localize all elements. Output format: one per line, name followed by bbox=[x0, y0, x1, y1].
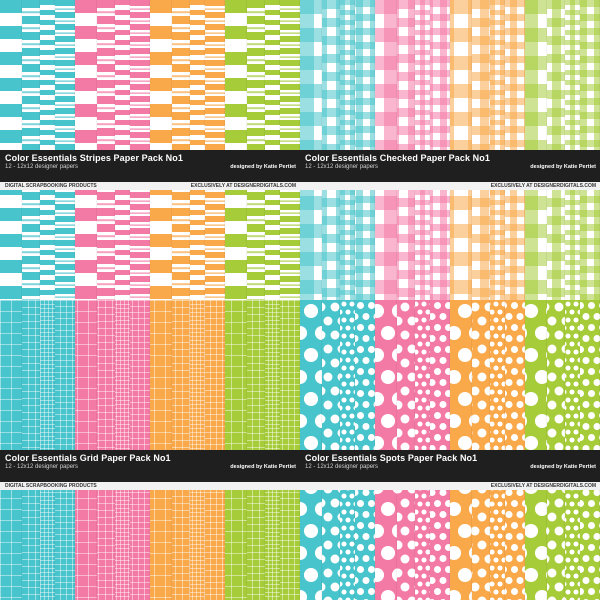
pack-banner: Color Essentials Grid Paper Pack No1 12 … bbox=[0, 450, 300, 482]
pack-subtitle: 12 - 12x12 designer papers bbox=[5, 464, 79, 470]
grid-paper-pack[interactable]: Color Essentials Grid Paper Pack No1 12 … bbox=[0, 300, 300, 600]
pack-banner: Color Essentials Spots Paper Pack No1 12… bbox=[300, 450, 600, 482]
designer-credit: designed by Katie Pertiet bbox=[230, 464, 296, 470]
brand-label: DIGITAL SCRAPBOOKING PRODUCTS bbox=[5, 183, 97, 189]
pack-subtitle: 12 - 12x12 designer papers bbox=[305, 164, 379, 170]
pack-banner: Color Essentials Stripes Paper Pack No1 … bbox=[0, 150, 300, 182]
pack-banner: Color Essentials Checked Paper Pack No1 … bbox=[300, 150, 600, 182]
designer-credit: designed by Katie Pertiet bbox=[230, 164, 296, 170]
pack-title: Color Essentials Checked Paper Pack No1 bbox=[305, 153, 490, 163]
exclusive-label: EXCLUSIVELY AT DESIGNERDIGITALS.COM bbox=[490, 483, 596, 489]
designer-credit: designed by Katie Pertiet bbox=[530, 164, 596, 170]
pack-title: Color Essentials Grid Paper Pack No1 bbox=[5, 453, 171, 463]
spots-papers-preview bbox=[300, 300, 600, 600]
pack-title: Color Essentials Stripes Paper Pack No1 bbox=[5, 153, 183, 163]
brand-label: DIGITAL SCRAPBOOKING PRODUCTS bbox=[5, 483, 97, 489]
spots-paper-pack[interactable]: Color Essentials Spots Paper Pack No1 12… bbox=[300, 300, 600, 600]
checked-paper-pack[interactable]: Color Essentials Checked Paper Pack No1 … bbox=[300, 0, 600, 300]
credits-strip: EXCLUSIVELY AT DESIGNERDIGITALS.COM bbox=[300, 482, 600, 490]
exclusive-label: EXCLUSIVELY AT DESIGNERDIGITALS.COM bbox=[190, 183, 296, 189]
credits-strip: DIGITAL SCRAPBOOKING PRODUCTS bbox=[0, 482, 300, 490]
stripes-papers-preview bbox=[0, 0, 300, 300]
pack-subtitle: 12 - 12x12 designer papers bbox=[5, 164, 79, 170]
exclusive-label: EXCLUSIVELY AT DESIGNERDIGITALS.COM bbox=[490, 183, 596, 189]
designer-credit: designed by Katie Pertiet bbox=[530, 464, 596, 470]
pack-subtitle: 12 - 12x12 designer papers bbox=[305, 464, 379, 470]
credits-strip: EXCLUSIVELY AT DESIGNERDIGITALS.COM bbox=[300, 182, 600, 190]
stripes-paper-pack[interactable]: Color Essentials Stripes Paper Pack No1 … bbox=[0, 0, 300, 300]
pack-title: Color Essentials Spots Paper Pack No1 bbox=[305, 453, 478, 463]
credits-strip: DIGITAL SCRAPBOOKING PRODUCTS EXCLUSIVEL… bbox=[0, 182, 300, 190]
